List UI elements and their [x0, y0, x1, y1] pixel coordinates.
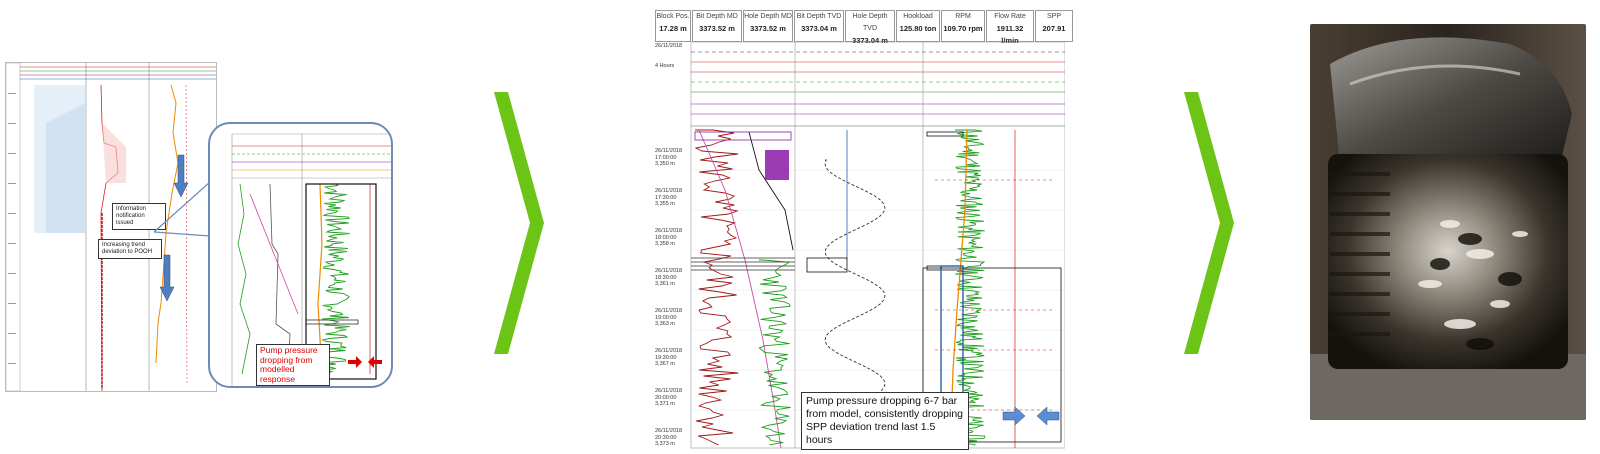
- header-cell: Hole Depth MD 3373.52 m: [743, 10, 793, 42]
- drill-bit-illustration: [1310, 24, 1586, 420]
- header-cell: Bit Depth MD 3373.52 m: [692, 10, 742, 42]
- header-value: 3373.52 m: [699, 24, 735, 33]
- header-title: Bit Depth MD: [696, 13, 738, 20]
- header-title: Flow Rate: [994, 13, 1026, 20]
- header-value: 109.70 rpm: [943, 24, 983, 33]
- zoomed-log-inset: Pump pressure dropping from modelled res…: [208, 122, 393, 388]
- time-label-time: 18:00:00: [655, 234, 677, 241]
- well-log-overview: Information notification issued Increasi…: [5, 62, 217, 392]
- time-label-time: 18:30:00: [655, 274, 677, 281]
- chevron-right-icon: [1184, 92, 1234, 354]
- chevron-right-icon: [494, 92, 544, 354]
- header-value: 3373.52 m: [750, 24, 786, 33]
- time-label-depth: 3,363 m: [655, 321, 675, 327]
- header-value: 3373.04 m: [852, 36, 888, 45]
- header-cell: Hookload 125.80 ton: [896, 10, 940, 42]
- time-label-depth: 3,367 m: [655, 361, 675, 367]
- time-label: 26/11/2018 19:00:00 3,363 m: [655, 308, 682, 328]
- header-value: 17.28 m: [659, 24, 687, 33]
- time-label-depth: 3,350 m: [655, 161, 675, 167]
- information-callout: Information notification issued: [112, 203, 166, 230]
- damaged-drill-bit-photo: [1310, 24, 1586, 420]
- header-title: Hole Depth MD: [744, 13, 792, 20]
- time-label-date: 26/11/2018: [655, 268, 683, 274]
- time-label: 26/11/2018 20:00:00 3,371 m: [655, 388, 682, 408]
- time-label: 26/11/2018 18:30:00 3,361 m: [655, 268, 682, 288]
- header-title: Bit Depth TVD: [796, 13, 842, 20]
- time-label-date: 26/11/2018: [655, 188, 683, 194]
- time-label-date: 26/11/2018: [655, 348, 683, 354]
- pump-pressure-note: Pump pressure dropping from modelled res…: [256, 344, 330, 386]
- time-label-time: 20:30:00: [655, 434, 677, 441]
- date-label: 26/11/2018: [655, 43, 683, 49]
- drilling-log-panel: Block Pos. 17.28 m Bit Depth MD 3373.52 m Ho…: [655, 10, 1073, 452]
- header-cell: Bit Depth TVD 3373.04 m: [794, 10, 844, 42]
- header-title: Hookload: [903, 13, 933, 20]
- time-label: 26/11/2018 17:30:00 3,355 m: [655, 188, 682, 208]
- header-cell: Block Pos. 17.28 m: [655, 10, 691, 42]
- time-label-date: 26/11/2018: [655, 428, 683, 434]
- header-cell: Flow Rate 1911.32 l/min: [986, 10, 1034, 45]
- time-label-time: 19:00:00: [655, 314, 677, 321]
- time-label-date: 26/11/2018: [655, 228, 683, 234]
- time-label-date: 26/11/2018: [655, 148, 683, 154]
- time-label-time: 17:00:00: [655, 154, 677, 161]
- time-label: 26/11/2018 17:00:00 3,350 m: [655, 148, 682, 168]
- spp-deviation-note: Pump pressure dropping 6-7 bar from mode…: [801, 392, 969, 450]
- header-value: 207.91: [1042, 24, 1066, 33]
- header-cell: RPM 109.70 rpm: [941, 10, 985, 42]
- time-label-time: 19:30:00: [655, 354, 677, 361]
- header-value: 125.80 ton: [899, 24, 937, 33]
- time-label-depth: 3,371 m: [655, 401, 675, 407]
- time-label: 26/11/2018 18:00:00 3,358 m: [655, 228, 682, 248]
- trend-deviation-callout: Increasing trend deviation to POOH: [98, 239, 162, 259]
- time-label-depth: 3,361 m: [655, 281, 675, 287]
- time-label-depth: 3,373 m: [655, 441, 675, 447]
- header-title: SPP: [1046, 13, 1061, 20]
- header-title: RPM: [955, 13, 971, 20]
- time-label-depth: 3,355 m: [655, 201, 675, 207]
- time-label: 26/11/2018 20:30:00 3,373 m: [655, 428, 682, 448]
- zoom-connector: [153, 181, 211, 237]
- time-label-date: 26/11/2018: [655, 388, 683, 394]
- time-label-depth: 3,358 m: [655, 241, 675, 247]
- header-cell: Hole Depth TVD 3373.04 m: [845, 10, 895, 45]
- time-label-time: 17:30:00: [655, 194, 677, 201]
- header-title: Hole Depth TVD: [852, 13, 888, 32]
- log-tracks-svg: [690, 41, 1065, 449]
- header-cell: SPP 207.91: [1035, 10, 1073, 42]
- time-label-time: 20:00:00: [655, 394, 677, 401]
- window-label: 4 Hours: [655, 63, 675, 69]
- header-title: Block Pos.: [656, 13, 690, 20]
- header-value: 3373.04 m: [801, 24, 837, 33]
- time-label: 26/11/2018 19:30:00 3,367 m: [655, 348, 682, 368]
- header-value: 1911.32 l/min: [996, 24, 1024, 45]
- time-label-date: 26/11/2018: [655, 308, 683, 314]
